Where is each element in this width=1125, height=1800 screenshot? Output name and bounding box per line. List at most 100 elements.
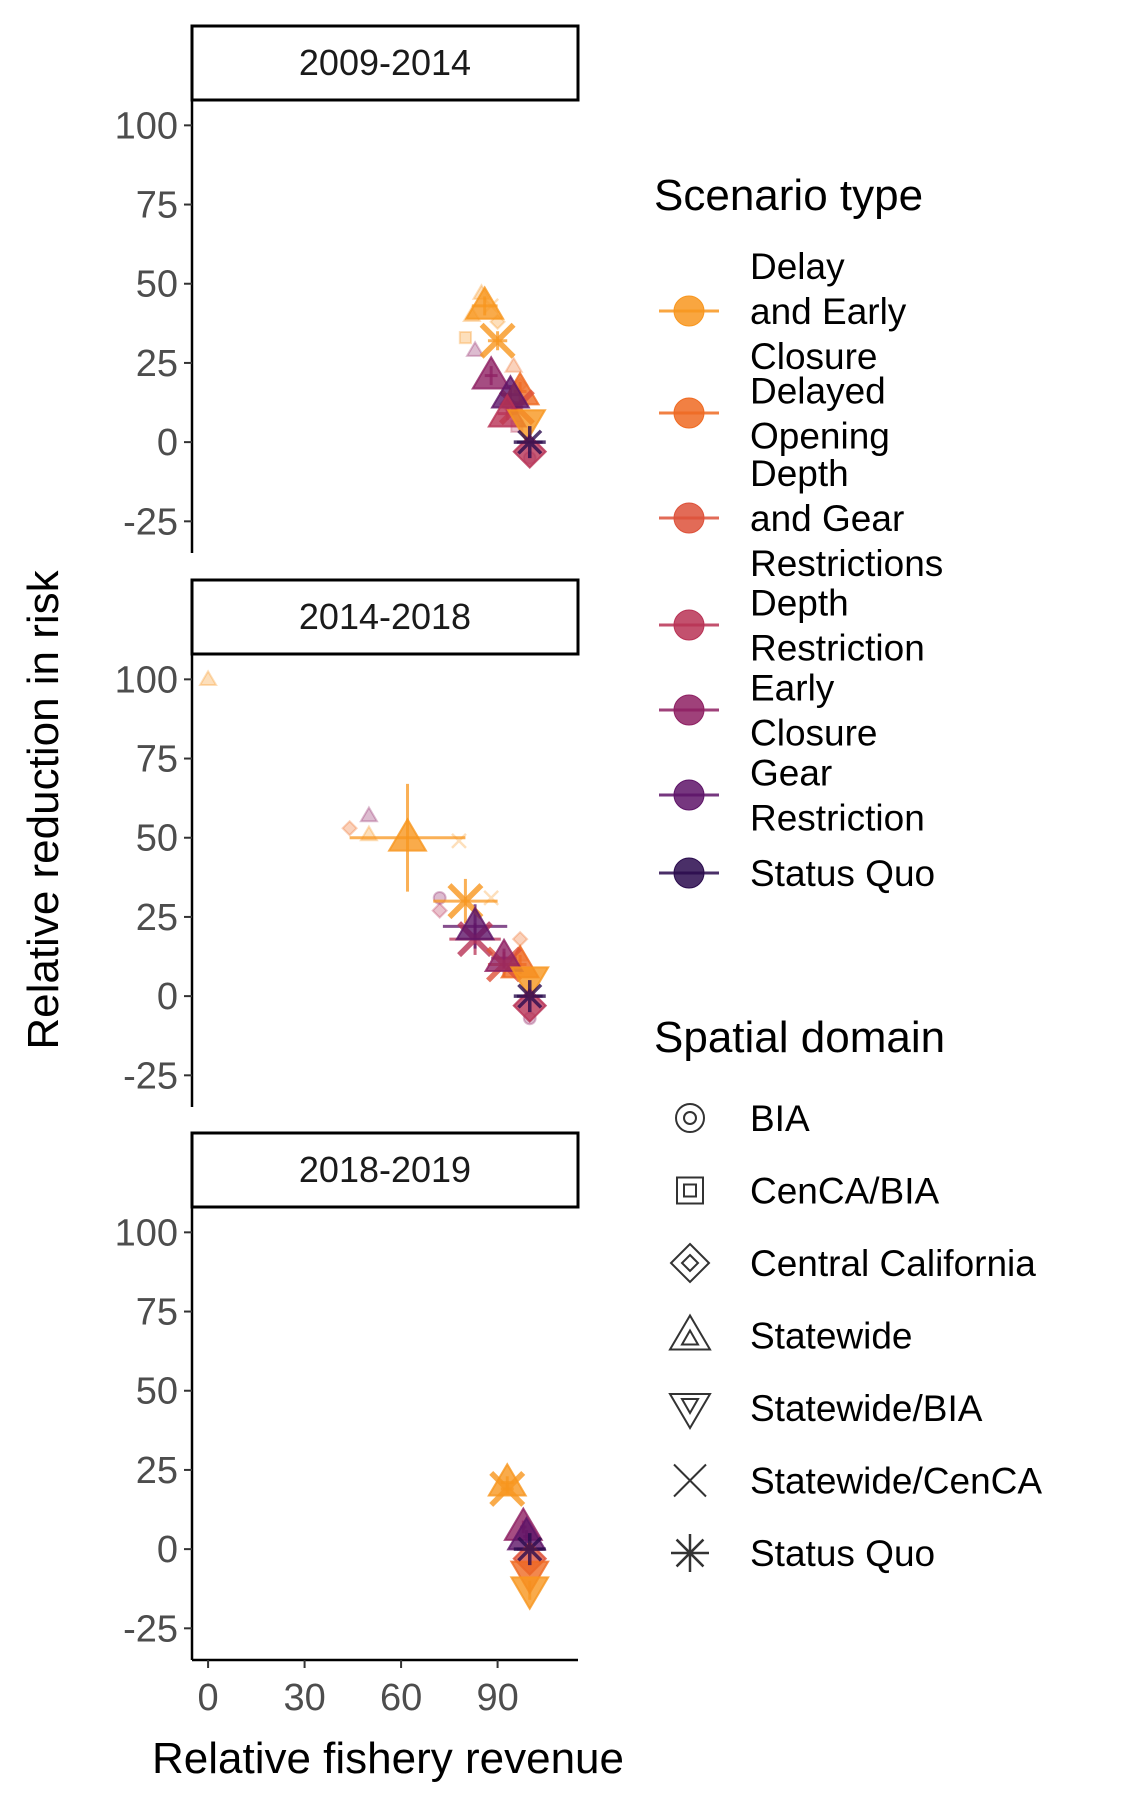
diamond-icon <box>669 1242 711 1284</box>
shape-legend-title: Spatial domain <box>654 1013 945 1062</box>
data-point <box>387 817 428 852</box>
data-point <box>464 285 505 320</box>
shape-legend-item: Statewide/BIA <box>668 1388 983 1430</box>
y-axis-title: Relative reduction in risk <box>19 569 68 1049</box>
legend-label: Status Quo <box>750 1533 935 1574</box>
legend-key-point <box>673 502 705 534</box>
legend-key-point <box>673 779 705 811</box>
color-legend-item: Gear Restriction <box>659 753 925 839</box>
color-legend-title: Scenario type <box>654 171 923 220</box>
panel-2009-2014: 2009-2014 100 75 50 25 0 -25 <box>115 24 580 553</box>
diamond-icon-inner <box>680 1253 700 1273</box>
y-tick-label: 75 <box>136 739 178 781</box>
panel-2018-2019: 2018-2019 100 75 50 25 0 -25 <box>115 1131 580 1660</box>
y-tick-label: -25 <box>123 501 178 543</box>
legend-label: Early Closure <box>750 668 878 754</box>
panel-2014-2018: 2014-2018 100 75 50 25 0 -25 <box>115 578 580 1107</box>
y-tick-label: 100 <box>115 105 178 147</box>
faint-data-point <box>503 356 524 373</box>
y-tick-label: 0 <box>157 1529 178 1571</box>
y-tick-label: 25 <box>136 343 178 385</box>
x-tick-label: 60 <box>380 1677 422 1719</box>
faint-data-point <box>198 669 218 686</box>
data-point <box>509 1576 550 1611</box>
square-icon <box>676 1176 704 1205</box>
legend-label: Depth and Gear Restrictions <box>750 453 943 584</box>
shape-legend-item: Status Quo <box>671 1533 935 1574</box>
legend-label: Statewide/BIA <box>750 1388 983 1429</box>
x-tick-label: 0 <box>198 1677 219 1719</box>
faint-data-point <box>341 819 359 837</box>
legend-key-point <box>673 694 705 726</box>
y-tick-label: -25 <box>123 1055 178 1097</box>
color-legend-item: Depth and Gear Restrictions <box>659 453 943 584</box>
facet-strip-label: 2014-2018 <box>299 596 471 637</box>
data-point <box>471 355 512 390</box>
facet-strip <box>190 578 580 656</box>
data-point <box>506 409 547 444</box>
color-legend-item: Early Closure <box>659 668 878 754</box>
color-legend-item: Depth Restriction <box>659 583 925 669</box>
legend-label: BIA <box>750 1098 810 1139</box>
asterisk-icon <box>671 1534 709 1572</box>
triangle-icon <box>668 1313 712 1351</box>
legend-label: Statewide <box>750 1316 913 1357</box>
facet-strip-label: 2009-2014 <box>299 42 471 83</box>
x-tick-label: 90 <box>476 1677 518 1719</box>
y-tick-label: 25 <box>136 1450 178 1492</box>
faint-data-point <box>359 805 379 823</box>
legend-key-point <box>673 609 705 641</box>
y-tick-label: 75 <box>136 185 178 227</box>
y-tick-label: 100 <box>115 1212 178 1254</box>
legend: Scenario type Delay and Early ClosureDelaye… <box>654 171 1042 1574</box>
shape-legend-item: CenCA/BIA <box>676 1171 940 1212</box>
color-legend-item: Delayed Opening <box>659 371 890 457</box>
y-tick-label: 75 <box>136 1292 178 1334</box>
data-point <box>489 1470 526 1507</box>
cross-icon <box>673 1463 707 1498</box>
data-point <box>513 426 546 459</box>
legend-label: Gear Restriction <box>750 753 925 839</box>
x-axis-title: Relative fishery revenue <box>152 1734 624 1783</box>
y-tick-label: 50 <box>136 1371 178 1413</box>
y-tick-label: 0 <box>157 976 178 1018</box>
legend-label: Delayed Opening <box>750 371 890 457</box>
legend-key-point <box>673 397 705 429</box>
inverted-triangle-icon <box>668 1393 712 1430</box>
legend-label: Delay and Early Closure <box>750 246 907 377</box>
faint-data-point <box>465 340 485 357</box>
color-legend-item: Delay and Early Closure <box>659 246 907 377</box>
y-tick-label: 100 <box>115 659 178 701</box>
shape-legend-item: Statewide <box>668 1313 913 1357</box>
data-point <box>479 322 516 359</box>
facet-strip-label: 2018-2019 <box>299 1149 471 1190</box>
faint-data-point <box>483 890 500 906</box>
y-tick-label: 50 <box>136 264 178 306</box>
legend-label: Depth Restriction <box>750 583 925 669</box>
faint-data-point <box>451 833 467 849</box>
data-point <box>513 980 546 1013</box>
legend-key-point <box>673 857 705 889</box>
data-point <box>454 906 496 941</box>
shape-legend-item: Central California <box>669 1242 1036 1284</box>
color-legend-item: Status Quo <box>659 853 935 894</box>
facet-strip <box>190 1131 580 1209</box>
shape-legend-item: BIA <box>675 1098 810 1139</box>
faint-data-point <box>511 930 529 948</box>
circle-icon <box>675 1103 705 1133</box>
y-tick-label: 50 <box>136 818 178 860</box>
legend-label: Central California <box>750 1243 1036 1284</box>
plot-panels: 2009-2014 100 75 50 25 0 -25 2014-2018 100 75 50 25… <box>115 24 580 1719</box>
y-tick-label: -25 <box>123 1608 178 1650</box>
legend-label: Status Quo <box>750 853 935 894</box>
triangle-icon-inner <box>680 1328 700 1346</box>
circle-icon-inner <box>683 1111 697 1125</box>
data-point <box>513 1533 546 1566</box>
square-icon-inner <box>683 1183 697 1198</box>
data-point <box>483 937 525 972</box>
legend-label: CenCA/BIA <box>750 1171 940 1212</box>
x-tick-label: 30 <box>283 1677 325 1719</box>
y-tick-label: 25 <box>136 897 178 939</box>
legend-key-point <box>673 295 705 327</box>
faint-data-point <box>458 330 473 345</box>
